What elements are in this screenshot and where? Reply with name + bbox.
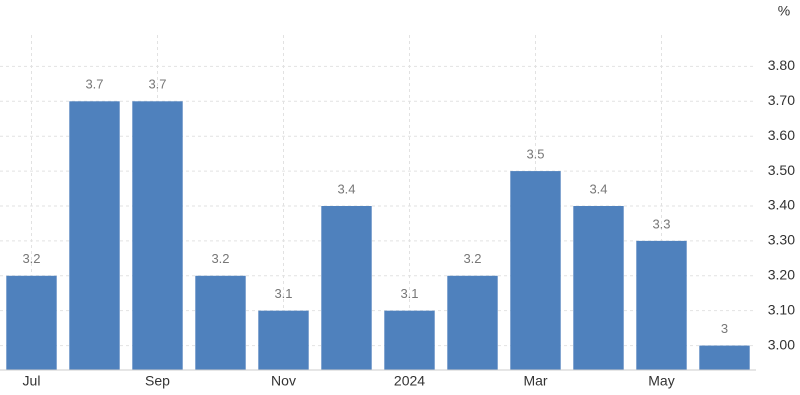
- bar: [510, 171, 561, 370]
- y-tick-label: 3.00: [768, 336, 795, 352]
- unit-label: %: [778, 3, 790, 19]
- y-tick-label: 3.80: [768, 57, 795, 73]
- x-tick-label: May: [648, 373, 674, 389]
- value-label: 3.5: [526, 147, 544, 162]
- y-tick-label: 3.20: [768, 266, 795, 282]
- value-label: 3.1: [400, 286, 418, 301]
- bar: [384, 310, 435, 370]
- bar: [321, 205, 372, 370]
- bar: [573, 205, 624, 370]
- bar: [6, 275, 57, 370]
- bar: [132, 101, 183, 370]
- value-label: 3.7: [85, 77, 103, 92]
- y-tick-label: 3.40: [768, 197, 795, 213]
- bar: [447, 275, 498, 370]
- y-tick-label: 3.50: [768, 162, 795, 178]
- bar: [69, 101, 120, 370]
- x-tick-label: 2024: [394, 373, 425, 389]
- bar: [699, 345, 750, 370]
- value-label: 3.2: [211, 251, 229, 266]
- value-label: 3.3: [652, 216, 670, 231]
- bar: [636, 240, 687, 370]
- x-tick-label: Mar: [523, 373, 547, 389]
- y-tick-label: 3.60: [768, 127, 795, 143]
- bar: [258, 310, 309, 370]
- value-label: 3.2: [463, 251, 481, 266]
- value-label: 3.1: [274, 286, 292, 301]
- x-tick-label: Jul: [23, 373, 41, 389]
- bar: [195, 275, 246, 370]
- value-label: 3.4: [589, 181, 607, 196]
- x-tick-label: Nov: [271, 373, 296, 389]
- y-tick-label: 3.70: [768, 92, 795, 108]
- y-tick-label: 3.10: [768, 301, 795, 317]
- x-tick-label: Sep: [145, 373, 170, 389]
- y-tick-label: 3.30: [768, 232, 795, 248]
- value-label: 3.7: [148, 77, 166, 92]
- value-label: 3.4: [337, 181, 355, 196]
- value-label: 3.2: [22, 251, 40, 266]
- value-label: 3: [721, 321, 728, 336]
